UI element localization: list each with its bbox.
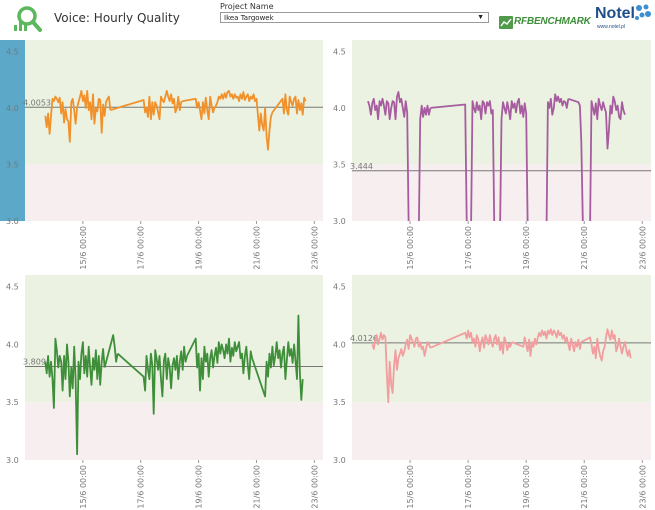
y-tick-label: 4.0: [6, 340, 19, 349]
x-tick-label: 17/6 00:00: [464, 465, 473, 509]
chart-green: 3.0 3.5 4.0 4.5 3.809 15/6 00:00 17/6 00:00 19/…: [0, 271, 327, 510]
x-tick-label: 15/6 00:00: [406, 226, 415, 270]
y-tick-label: 4.0: [333, 104, 346, 113]
series-line: [44, 337, 106, 456]
y-tick-label: 3.5: [6, 398, 19, 407]
zone-good: [25, 275, 323, 403]
reference-value-label: 4.0126: [350, 334, 378, 343]
series-line: [418, 104, 432, 221]
rfbenchmark-text: RFBENCHMARK: [514, 16, 591, 27]
page-title: Voice: Hourly Quality: [54, 11, 180, 25]
series-group: [44, 314, 304, 456]
y-tick-label: 3.0: [6, 217, 19, 226]
selected-column-highlight: [0, 40, 25, 221]
zone-good: [352, 275, 651, 403]
x-tick-label: 21/6 00:00: [580, 226, 589, 270]
chart-purple-svg: 3.0 3.5 4.0 4.5 3.444 15/6 00:00 17/6 00:00 19/…: [333, 40, 651, 270]
notel-dots-icon: [635, 4, 651, 20]
notel-brand-text: Notel: [595, 5, 635, 22]
project-name-label: Project Name: [220, 2, 274, 11]
reference-value-label: 4.0053: [23, 98, 51, 107]
series-line: [568, 97, 584, 221]
x-tick-label: 19/6 00:00: [522, 465, 531, 509]
x-tick-label: 15/6 00:00: [79, 226, 88, 270]
series-line: [545, 93, 570, 221]
chart-orange-svg: 3.0 3.5 4.0 4.5 4.0053 15/6 00:00 17/6 00:00 19…: [0, 40, 323, 270]
series-line: [580, 328, 632, 362]
reference-value-label: 3.444: [350, 162, 373, 171]
series-line: [271, 93, 307, 116]
x-tick-label: 23/6 00:00: [638, 465, 647, 509]
x-tick-label: 17/6 00:00: [137, 465, 146, 509]
reference-value-label: 3.809: [23, 357, 46, 366]
series-line: [470, 100, 496, 221]
series-line: [117, 345, 188, 415]
y-tick-label: 3.5: [333, 160, 346, 169]
x-tick-label: 19/6 00:00: [522, 226, 531, 270]
zone-bad: [25, 164, 323, 221]
x-tick-label: 17/6 00:00: [137, 226, 146, 270]
y-tick-label: 4.0: [6, 104, 19, 113]
series-group: [371, 328, 632, 404]
y-tick-label: 3.0: [333, 217, 346, 226]
series-line: [371, 331, 432, 404]
rfbenchmark-icon: [499, 16, 513, 29]
series-group: [367, 91, 626, 221]
y-tick-label: 3.5: [333, 398, 346, 407]
x-tick-label: 15/6 00:00: [79, 465, 88, 509]
y-tick-label: 4.5: [333, 283, 346, 292]
series-line: [186, 337, 253, 392]
y-tick-label: 4.0: [333, 340, 346, 349]
series-line: [110, 90, 184, 121]
series-line: [103, 334, 119, 368]
chart-purple: 3.0 3.5 4.0 4.5 3.444 15/6 00:00 17/6 00:00 19/…: [327, 36, 655, 271]
y-tick-label: 3.0: [333, 456, 346, 465]
y-tick-label: 3.0: [6, 456, 19, 465]
series-line: [182, 90, 274, 151]
zone-bad: [352, 402, 651, 460]
app-logo-icon: [10, 5, 46, 33]
dropdown-arrow-icon[interactable]: ▼: [477, 14, 484, 21]
series-line: [44, 90, 112, 143]
series-line: [511, 328, 583, 357]
chart-green-svg: 3.0 3.5 4.0 4.5 3.809 15/6 00:00 17/6 00:00 19/…: [6, 275, 323, 509]
series-line: [589, 95, 626, 221]
series-line: [251, 314, 304, 401]
series-group: [44, 90, 307, 151]
x-tick-label: 23/6 00:00: [638, 226, 647, 270]
y-tick-label: 4.5: [6, 283, 19, 292]
notel-url-text: www.notel.pl: [597, 24, 626, 30]
x-tick-label: 17/6 00:00: [464, 226, 473, 270]
x-tick-label: 23/6 00:00: [310, 226, 319, 270]
project-name-value: Ikea Targowek: [224, 14, 274, 22]
notel-logo: Notel www.notel.pl: [593, 3, 653, 35]
x-tick-label: 19/6 00:00: [195, 465, 204, 509]
series-line: [430, 103, 468, 221]
x-tick-label: 15/6 00:00: [406, 465, 415, 509]
project-name-dropdown[interactable]: Ikea Targowek ▼: [220, 12, 489, 23]
x-tick-label: 21/6 00:00: [580, 465, 589, 509]
y-tick-label: 4.5: [6, 47, 19, 56]
zone-bad: [25, 402, 323, 460]
chart-orange: 3.0 3.5 4.0 4.5 4.0053 15/6 00:00 17/6 00:00 19…: [0, 36, 327, 271]
series-line: [499, 97, 529, 221]
y-tick-label: 4.5: [333, 47, 346, 56]
chart-pink-svg: 3.0 3.5 4.0 4.5 4.0126 15/6 00:00 17/6 00:00 19…: [333, 275, 651, 509]
x-tick-label: 21/6 00:00: [252, 465, 261, 509]
chart-pink: 3.0 3.5 4.0 4.5 4.0126 15/6 00:00 17/6 00:00 19…: [327, 271, 655, 510]
series-line: [367, 91, 410, 221]
y-tick-label: 3.5: [6, 160, 19, 169]
x-tick-label: 23/6 00:00: [310, 465, 319, 509]
header-bar: Voice: Hourly Quality Project Name Ikea …: [0, 0, 655, 36]
series-line: [430, 329, 513, 355]
x-tick-label: 21/6 00:00: [252, 226, 261, 270]
x-tick-label: 19/6 00:00: [195, 226, 204, 270]
